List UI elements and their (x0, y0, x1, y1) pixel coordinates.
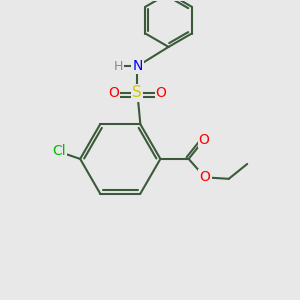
Text: H: H (113, 60, 123, 73)
Text: N: N (132, 59, 142, 73)
Text: O: O (156, 86, 167, 100)
Text: O: O (108, 86, 119, 100)
Text: O: O (200, 170, 210, 184)
Text: S: S (133, 85, 142, 100)
Text: O: O (199, 133, 209, 147)
Text: Cl: Cl (52, 145, 66, 158)
